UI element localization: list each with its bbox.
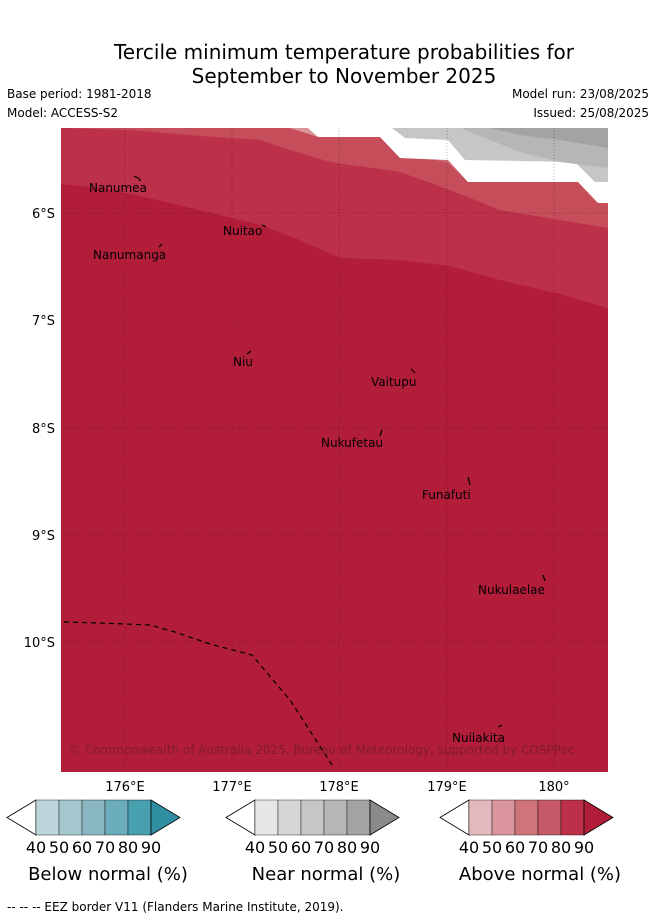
colorbar-tick-label: 40: [25, 838, 47, 857]
colorbar-tick-label: 60: [504, 838, 526, 857]
lon-label-179e: 179°E: [427, 780, 467, 795]
place-nukufetau: Nukufetau: [321, 436, 383, 450]
colorbar-segment: [300, 799, 325, 836]
colorbar-segment: [560, 799, 585, 836]
colorbar-tick-label: 70: [313, 838, 335, 857]
colorbar-below-normal: [6, 799, 181, 836]
colorbar-segment: [323, 799, 348, 836]
colorbar-max-extension: [150, 799, 181, 836]
colorbar-tick-label: 70: [527, 838, 549, 857]
colorbar-label-near: Near normal (%): [251, 864, 401, 885]
colorbar-tick-label: 60: [290, 838, 312, 857]
map-fill: [61, 128, 608, 772]
lat-label-6s: 6°S: [32, 207, 55, 222]
colorbar-segment: [127, 799, 152, 836]
place-nanumea: Nanumea: [89, 181, 147, 195]
lon-label-177e: 177°E: [212, 780, 252, 795]
graticule: [61, 128, 608, 772]
colorbar-min-extension: [439, 799, 470, 836]
colorbar-tick-label: 80: [117, 838, 139, 857]
eez-footnote: -- -- -- EEZ border V11 (Flanders Marine…: [7, 900, 344, 914]
issued-date: Issued: 25/08/2025: [533, 106, 649, 120]
lon-label-176e: 176°E: [105, 780, 145, 795]
place-vaitupu: Vaitupu: [371, 375, 417, 389]
colorbar-segment: [346, 799, 371, 836]
model-name: Model: ACCESS-S2: [7, 106, 119, 120]
base-period: Base period: 1981-2018: [7, 87, 152, 101]
colorbar-segment: [104, 799, 129, 836]
colorbar-segment: [468, 799, 493, 836]
colorbar-above-normal: [439, 799, 614, 836]
colorbar-max-extension: [369, 799, 400, 836]
colorbar-tick-label: 80: [550, 838, 572, 857]
colorbar-segment: [277, 799, 302, 836]
place-nuitao: Nuitao: [223, 224, 262, 238]
colorbar-max-extension: [583, 799, 614, 836]
colorbar-segment: [35, 799, 60, 836]
title-line-1: Tercile minimum temperature probabilitie…: [113, 40, 575, 64]
copyright-notice: © Commonwealth of Australia 2025, Bureau…: [69, 743, 574, 757]
colorbar-tick-label: 40: [458, 838, 480, 857]
lat-label-7s: 7°S: [32, 314, 55, 329]
colorbar-tick-label: 50: [267, 838, 289, 857]
colorbar-min-extension: [6, 799, 37, 836]
colorbar-tick-label: 90: [359, 838, 381, 857]
place-nukulaelae: Nukulaelae: [478, 583, 545, 597]
colorbar-tick-label: 90: [140, 838, 162, 857]
eez-border: [63, 621, 335, 769]
colorbar-segment: [58, 799, 83, 836]
colorbar-tick-label: 80: [336, 838, 358, 857]
lat-label-8s: 8°S: [32, 422, 55, 437]
colorbar-tick-label: 50: [48, 838, 70, 857]
colorbar-segment: [81, 799, 106, 836]
colorbar-tick-label: 60: [71, 838, 93, 857]
place-funafuti: Funafuti: [422, 488, 471, 502]
title-line-2: September to November 2025: [191, 64, 497, 88]
island-outlines: [133, 175, 546, 728]
lat-label-9s: 9°S: [32, 529, 55, 544]
colorbar-segment: [491, 799, 516, 836]
colorbar-tick-label: 50: [481, 838, 503, 857]
colorbar-tick-label: 90: [573, 838, 595, 857]
colorbar-segment: [537, 799, 562, 836]
colorbar-label-below: Below normal (%): [28, 864, 188, 885]
colorbar-min-extension: [225, 799, 256, 836]
colorbar-segment: [254, 799, 279, 836]
colorbar-tick-label: 40: [244, 838, 266, 857]
colorbar-label-above: Above normal (%): [458, 864, 622, 885]
colorbar-near-normal: [225, 799, 400, 836]
lon-label-178e: 178°E: [319, 780, 359, 795]
colorbar-tick-label: 70: [94, 838, 116, 857]
lat-label-10s: 10°S: [24, 636, 55, 651]
model-run: Model run: 23/08/2025: [511, 87, 649, 101]
place-niu: Niu: [233, 355, 253, 369]
lon-label-180: 180°: [538, 780, 569, 795]
place-nuilakita: Nuilakita: [452, 731, 505, 745]
near-90-zone: [490, 128, 608, 148]
place-nanumanga: Nanumanga: [93, 248, 166, 262]
colorbar-segment: [514, 799, 539, 836]
